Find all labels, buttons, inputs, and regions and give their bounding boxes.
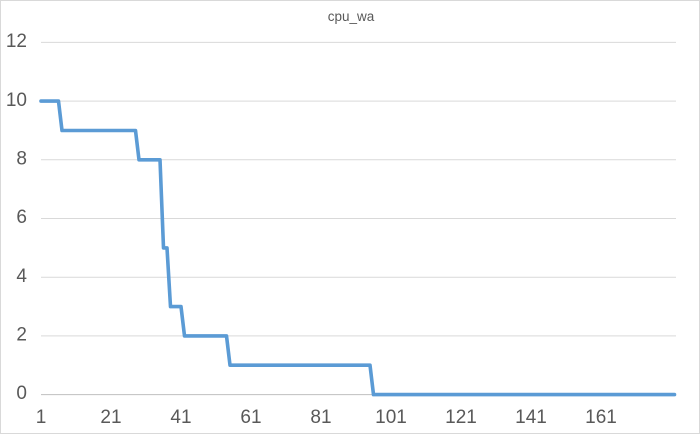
svg-text:101: 101 <box>375 407 407 428</box>
svg-text:161: 161 <box>585 407 617 428</box>
svg-text:1: 1 <box>36 407 47 428</box>
svg-text:2: 2 <box>16 325 27 346</box>
svg-text:6: 6 <box>16 207 27 228</box>
svg-text:4: 4 <box>16 266 27 287</box>
svg-text:141: 141 <box>515 407 547 428</box>
svg-text:10: 10 <box>6 90 27 111</box>
svg-text:0: 0 <box>16 383 27 404</box>
svg-text:21: 21 <box>100 407 121 428</box>
svg-text:61: 61 <box>240 407 261 428</box>
svg-text:41: 41 <box>170 407 191 428</box>
svg-text:121: 121 <box>445 407 477 428</box>
svg-text:8: 8 <box>16 149 27 170</box>
svg-text:12: 12 <box>6 31 27 52</box>
svg-text:81: 81 <box>310 407 331 428</box>
